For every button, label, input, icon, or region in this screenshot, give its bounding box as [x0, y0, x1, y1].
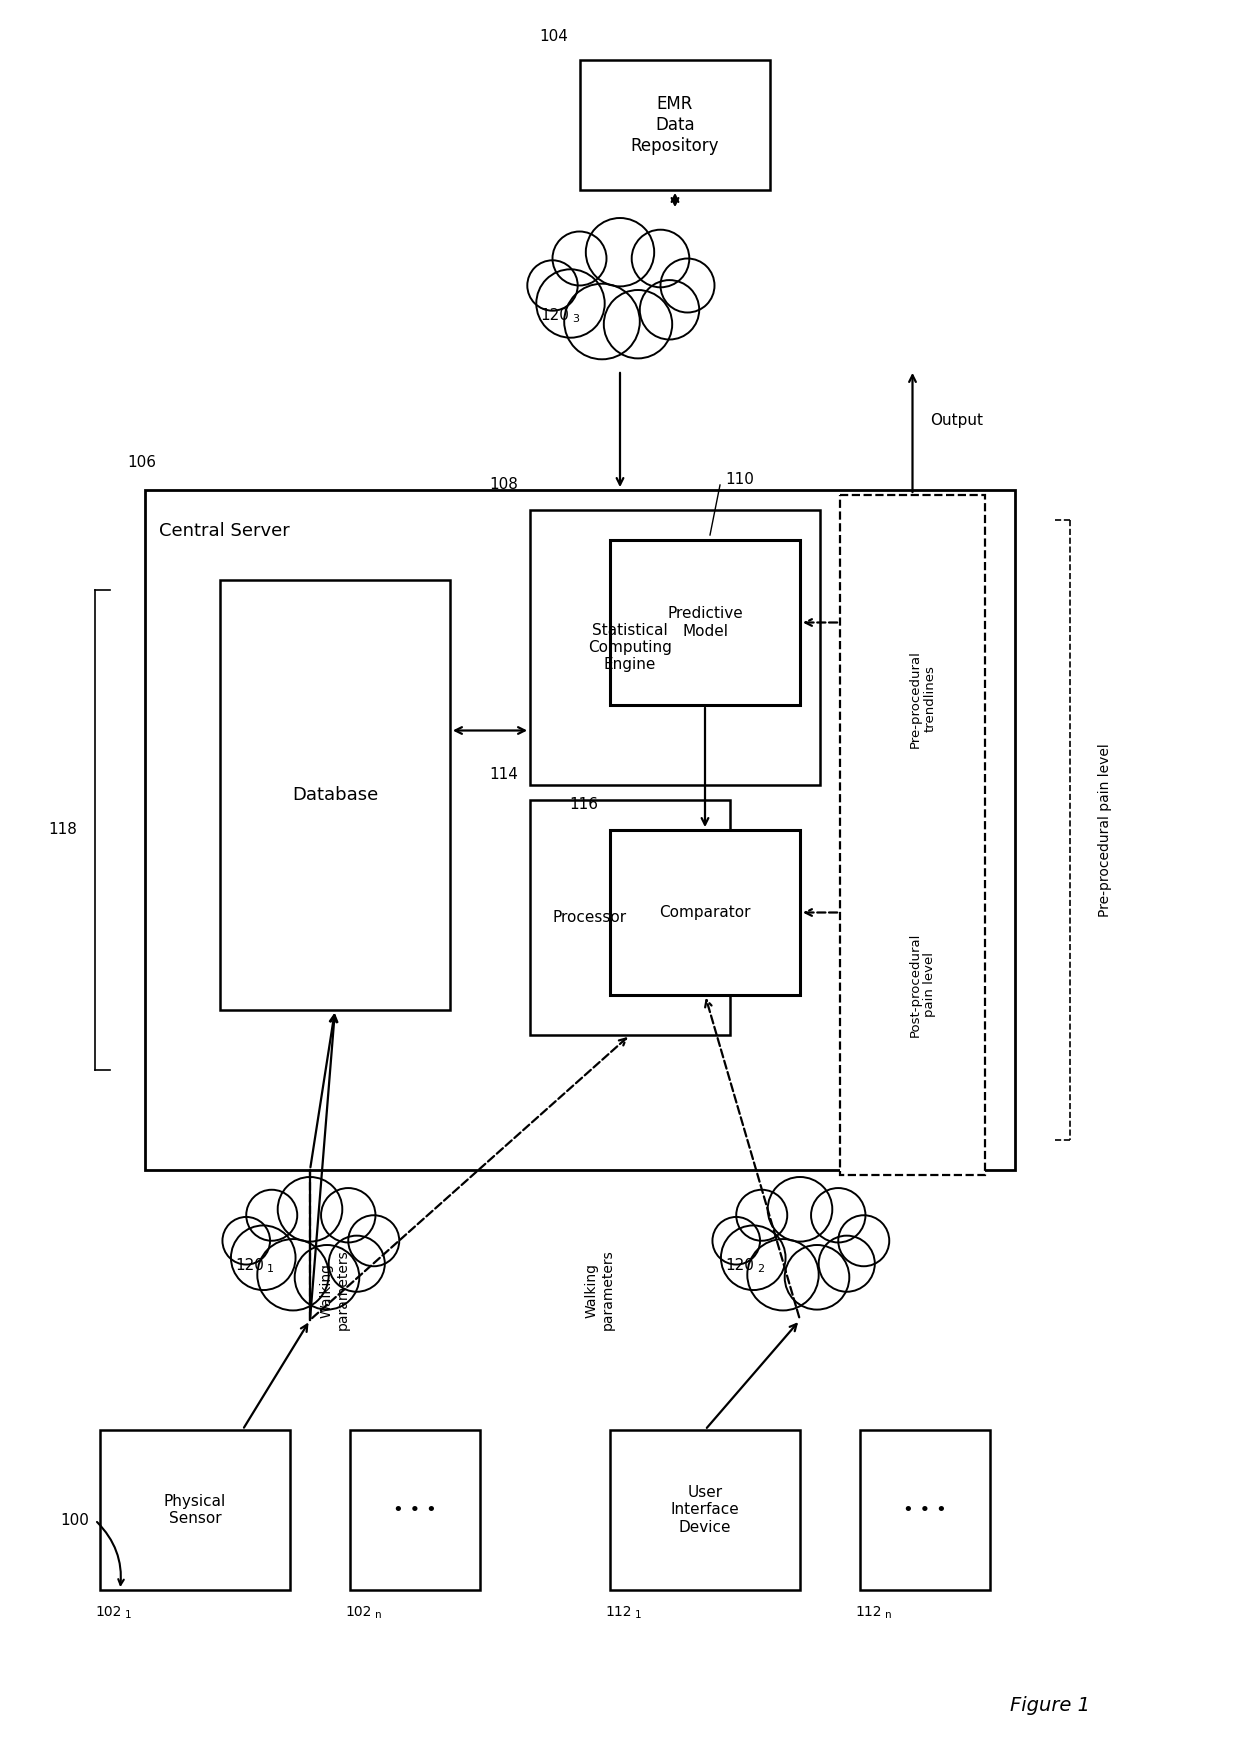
- Text: 102: 102: [345, 1605, 371, 1619]
- Bar: [350, 1429, 480, 1589]
- Bar: [610, 831, 800, 994]
- Text: 102: 102: [95, 1605, 122, 1619]
- Circle shape: [748, 1239, 818, 1311]
- Circle shape: [278, 1177, 342, 1241]
- Circle shape: [720, 1225, 786, 1290]
- Text: 120: 120: [539, 308, 569, 322]
- Circle shape: [295, 1244, 360, 1309]
- Circle shape: [348, 1214, 399, 1265]
- Circle shape: [768, 1177, 832, 1241]
- Text: Post-procedural
pain level: Post-procedural pain level: [909, 933, 936, 1037]
- Text: 106: 106: [126, 456, 156, 470]
- Text: 110: 110: [725, 472, 754, 488]
- Circle shape: [737, 1190, 787, 1241]
- Bar: [529, 510, 820, 785]
- Circle shape: [247, 1190, 298, 1241]
- Text: 104: 104: [539, 28, 568, 44]
- Text: 1: 1: [267, 1264, 274, 1274]
- Text: 112: 112: [605, 1605, 631, 1619]
- Circle shape: [321, 1188, 376, 1243]
- Circle shape: [838, 1214, 889, 1265]
- Text: 116: 116: [569, 797, 598, 811]
- Text: Output: Output: [930, 412, 983, 428]
- Circle shape: [536, 269, 605, 338]
- Text: 100: 100: [61, 1512, 89, 1528]
- Bar: [219, 581, 450, 1010]
- Text: Statistical
Computing
Engine: Statistical Computing Engine: [588, 623, 672, 672]
- Bar: [839, 495, 985, 1176]
- Text: • • •: • • •: [393, 1501, 436, 1519]
- Bar: [610, 540, 800, 706]
- Circle shape: [222, 1216, 270, 1264]
- Circle shape: [585, 218, 655, 287]
- Text: 3: 3: [572, 313, 579, 324]
- Text: 120: 120: [236, 1257, 264, 1272]
- Bar: [529, 801, 730, 1035]
- Text: Walking
parameters: Walking parameters: [585, 1250, 615, 1331]
- Text: Walking
parameters: Walking parameters: [320, 1250, 350, 1331]
- Text: 2: 2: [756, 1264, 764, 1274]
- Bar: [145, 489, 1016, 1170]
- Bar: [100, 1429, 290, 1589]
- Bar: [610, 1429, 800, 1589]
- Text: Pre-procedural
trendlines: Pre-procedural trendlines: [909, 649, 936, 748]
- Circle shape: [329, 1236, 384, 1292]
- Text: Figure 1: Figure 1: [1011, 1695, 1090, 1714]
- Text: 108: 108: [489, 477, 518, 493]
- Text: 1: 1: [125, 1610, 131, 1619]
- Circle shape: [257, 1239, 329, 1311]
- Text: Pre-procedural pain level: Pre-procedural pain level: [1097, 743, 1112, 917]
- Circle shape: [231, 1225, 295, 1290]
- Text: User
Interface
Device: User Interface Device: [671, 1485, 739, 1535]
- Text: n: n: [885, 1610, 892, 1619]
- Text: Predictive
Model: Predictive Model: [667, 605, 743, 639]
- Circle shape: [640, 280, 699, 340]
- Circle shape: [785, 1244, 849, 1309]
- Circle shape: [631, 231, 689, 287]
- Text: n: n: [374, 1610, 382, 1619]
- Bar: [861, 1429, 990, 1589]
- Circle shape: [564, 283, 640, 359]
- Circle shape: [818, 1236, 874, 1292]
- Text: Comparator: Comparator: [660, 905, 750, 920]
- Text: Database: Database: [291, 787, 378, 804]
- Text: Processor: Processor: [553, 910, 627, 926]
- Text: 118: 118: [48, 822, 77, 838]
- Text: 112: 112: [856, 1605, 882, 1619]
- Bar: [580, 60, 770, 190]
- Text: • • •: • • •: [903, 1501, 947, 1519]
- Text: 120: 120: [725, 1257, 754, 1272]
- Circle shape: [604, 290, 672, 359]
- Circle shape: [527, 260, 578, 312]
- Text: Central Server: Central Server: [159, 523, 290, 540]
- Circle shape: [553, 232, 606, 285]
- Circle shape: [713, 1216, 760, 1264]
- Circle shape: [661, 259, 714, 313]
- Circle shape: [811, 1188, 866, 1243]
- Text: 114: 114: [489, 767, 518, 781]
- Text: Physical
Sensor: Physical Sensor: [164, 1494, 226, 1526]
- Text: EMR
Data
Repository: EMR Data Repository: [631, 95, 719, 155]
- Text: 1: 1: [635, 1610, 641, 1619]
